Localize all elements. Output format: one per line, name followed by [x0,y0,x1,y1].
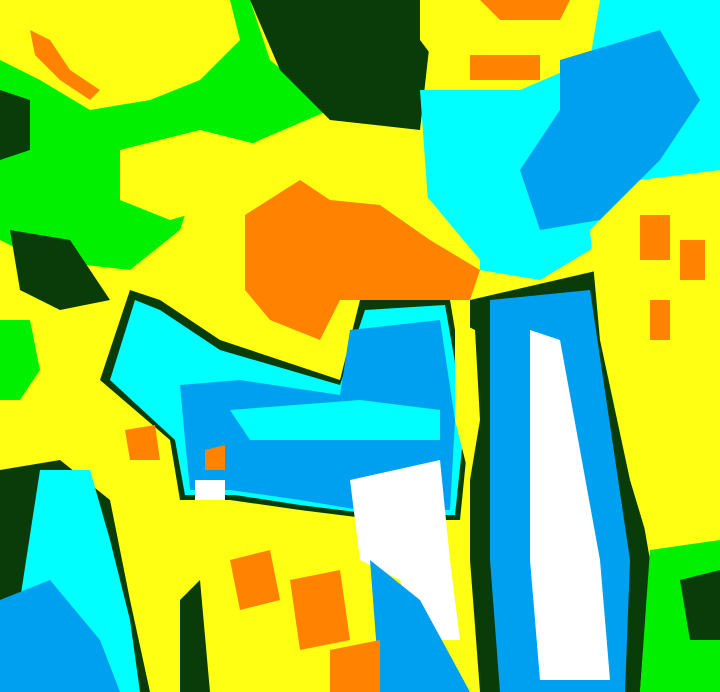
region-yellow-streak [455,320,480,480]
region-darkgreen-leftmid [10,230,110,310]
region-orange-bottom3 [230,550,280,610]
region-orange-topleft [30,30,100,100]
region-darkgreen-bottomcenter [180,580,210,692]
region-orange-topcenter [470,55,540,80]
region-lightblue-bottomcenter [370,560,470,692]
region-orange-topcenter2 [480,0,570,20]
region-green-leftedge [0,320,40,400]
region-orange-bottom2 [330,640,380,692]
region-orange-left1 [125,425,160,460]
region-cyan-band [230,400,440,440]
region-yellow-topleft [0,0,240,110]
region-white-center [350,460,460,640]
region-orange-right1 [640,215,670,260]
region-white-small [195,480,225,500]
region-darkgreen-top [250,0,470,130]
region-orange-right2 [680,240,705,280]
region-darkgreen-left [0,90,30,160]
region-lightblue-bottomleft [0,580,120,692]
region-orange-bottom1 [290,570,350,650]
region-lightblue-topright [520,30,700,230]
region-orange-right3 [650,300,670,340]
region-yellow-topcenter [420,0,600,90]
region-white-rightstrip [530,330,610,680]
region-darkgreen-bottomright [680,570,720,640]
region-orange-left2 [205,445,225,470]
